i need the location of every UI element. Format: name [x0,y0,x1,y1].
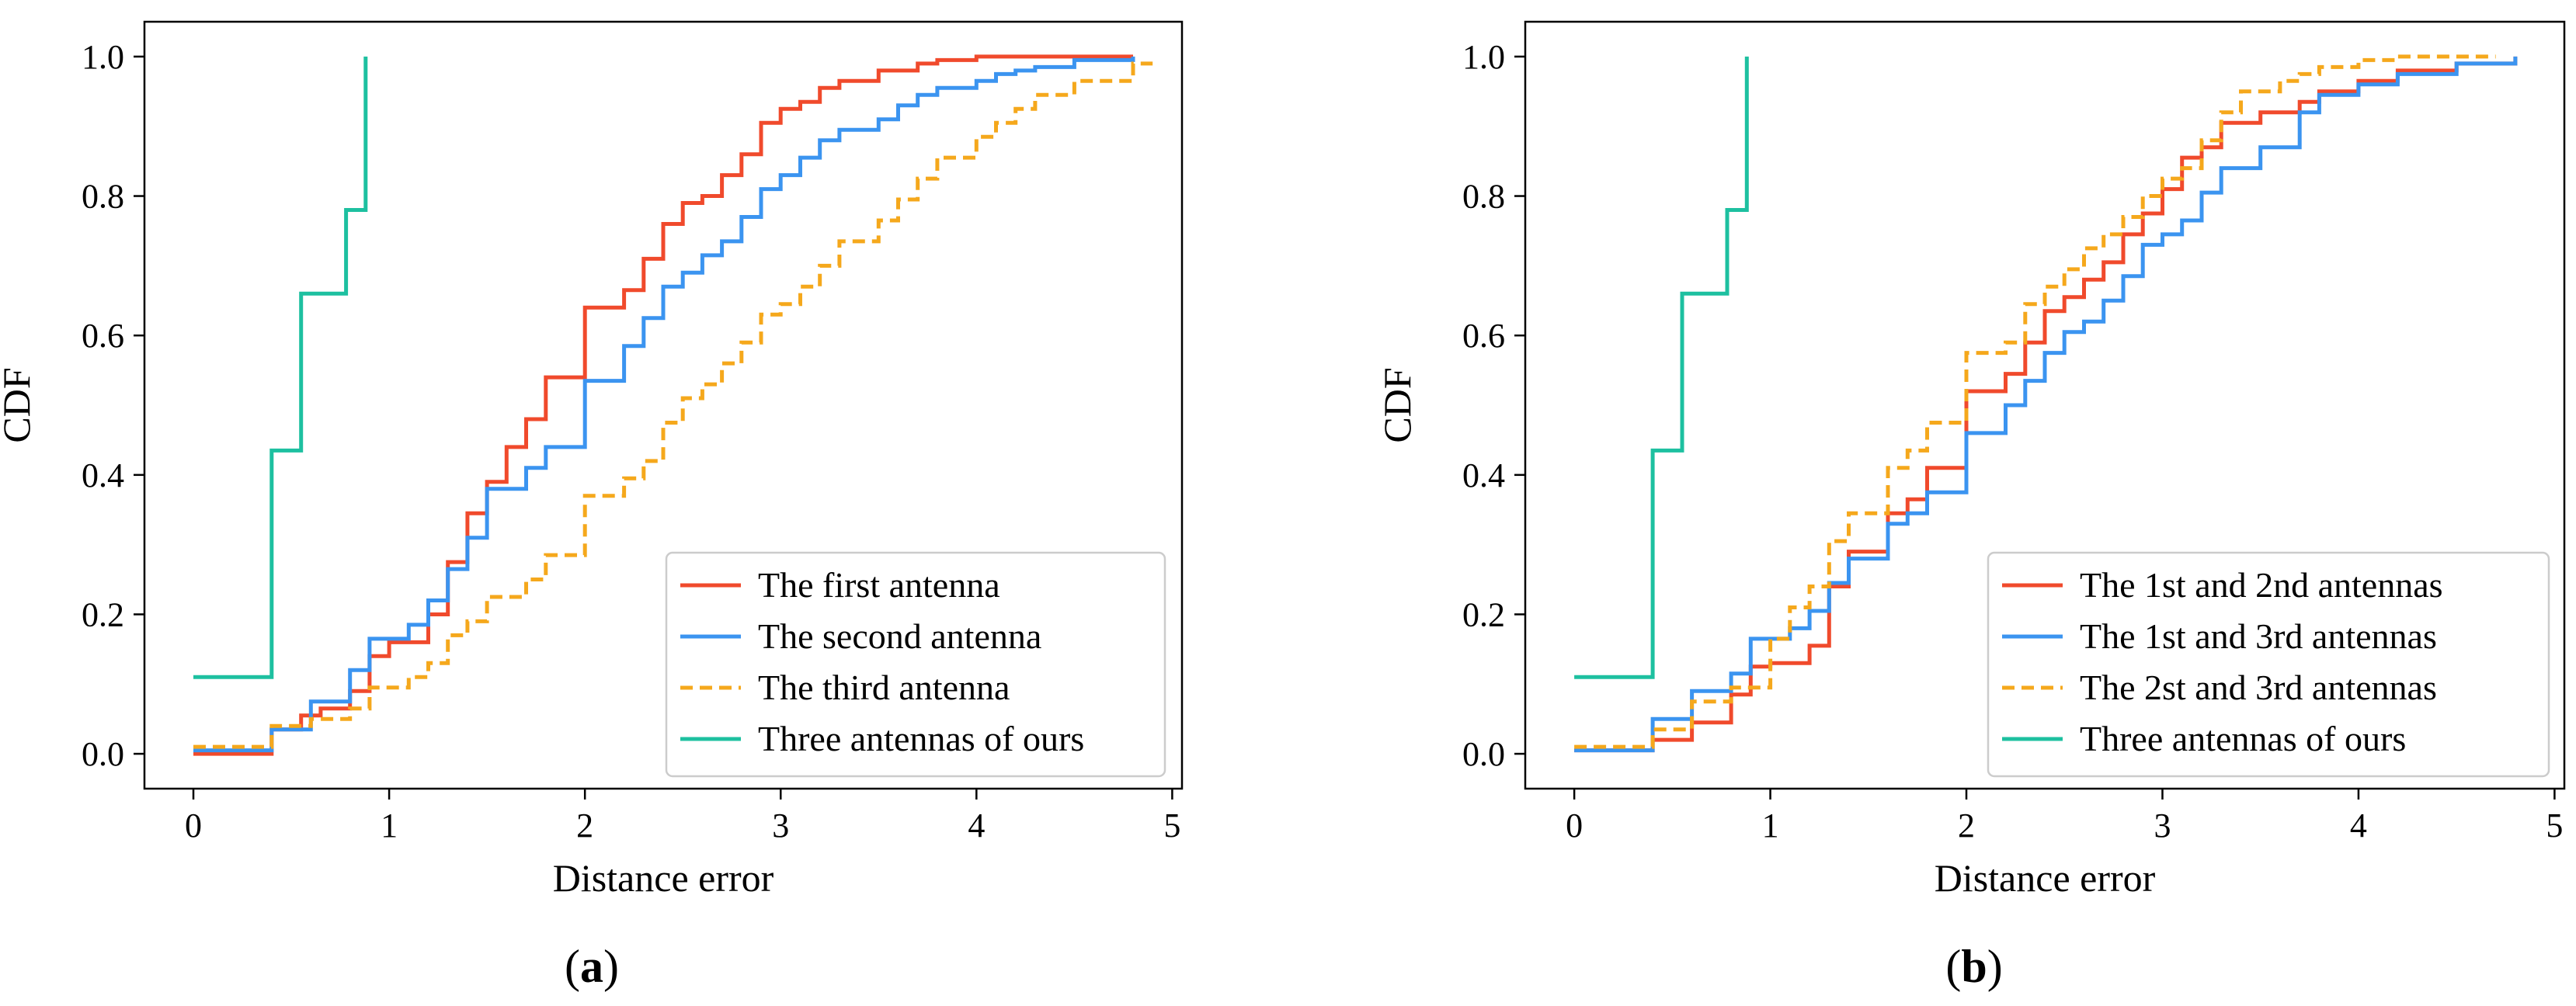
y-tick-label: 0.8 [82,178,124,216]
series-line-1 [1574,56,2518,753]
y-tick-label: 0.0 [1462,735,1505,773]
series-line-2 [193,56,1135,753]
y-tick-label: 0.8 [1462,178,1505,216]
x-axis-label: Distance error [1935,856,2156,900]
y-tick-label: 1.0 [1462,38,1505,76]
y-tick-label: 0.0 [82,735,124,773]
panel-label: (b) [1945,941,2002,992]
legend: The first antenna The second antenna The t… [665,551,1166,778]
plot-frame [1524,20,2566,790]
series-line-1 [193,54,1133,756]
legend-frame [665,551,1166,778]
y-tick-label: 0.6 [1462,317,1505,355]
legend: The 1st and 2nd antennas The 1st and 3rd … [1987,551,2550,778]
x-tick-label: 4 [2350,807,2367,845]
x-tick-label: 0 [1566,807,1583,845]
y-tick-label: 0.4 [82,456,124,494]
series-line-4 [1574,56,1749,679]
chart-panel-a: 0 1 2 3 4 5 0.0 0.2 0.4 0.6 0.8 1.0 Distance error CD… [0,20,1184,992]
x-axis-label: Distance error [553,856,774,900]
legend-label: The first antenna [758,565,1000,605]
legend-label: The second antenna [758,616,1041,656]
legend-label: The 1st and 2nd antennas [2080,565,2443,605]
x-tick-label: 4 [968,807,985,845]
x-tick-label: 3 [2154,807,2171,845]
x-tick-label: 5 [2546,807,2563,845]
x-tick-label: 1 [381,807,398,845]
legend-label: The third antenna [758,668,1010,707]
y-tick-label: 0.6 [82,317,124,355]
y-axis-label: CDF [0,367,38,442]
series-line-3 [1574,54,2496,749]
legend-label: Three antennas of ours [758,719,1084,758]
x-tick-label: 2 [576,807,593,845]
y-axis-label: CDF [1375,367,1419,442]
legend-frame [1987,551,2550,778]
x-tick-label: 3 [772,807,789,845]
legend-label: Three antennas of ours [2080,719,2406,758]
x-tick-label: 5 [1163,807,1180,845]
y-tick-label: 0.2 [1462,595,1505,633]
panel-label: (a) [565,941,619,992]
x-tick-label: 0 [185,807,202,845]
legend-label: The 1st and 3rd antennas [2080,616,2437,656]
x-tick-label: 2 [1958,807,1975,845]
series-line-3 [193,61,1153,749]
y-tick-label: 0.2 [82,595,124,633]
x-tick-label: 1 [1762,807,1779,845]
series-line-2 [1574,56,2518,753]
y-tick-label: 1.0 [82,38,124,76]
legend-label: The 2st and 3rd antennas [2080,668,2437,707]
y-tick-label: 0.4 [1462,456,1505,494]
plot-frame [143,20,1184,790]
chart-panel-b: 0 1 2 3 4 5 0.0 0.2 0.4 0.6 0.8 1.0 Distance error CD… [1375,20,2566,992]
series-line-4 [193,56,368,679]
